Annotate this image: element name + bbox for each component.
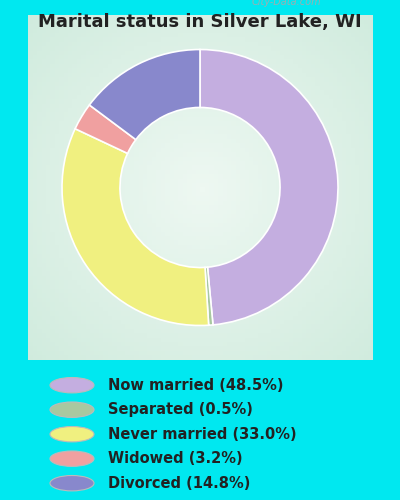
Text: Divorced (14.8%): Divorced (14.8%) — [108, 476, 250, 490]
Circle shape — [50, 402, 94, 417]
Circle shape — [50, 378, 94, 393]
Text: City-Data.com: City-Data.com — [252, 0, 322, 7]
Wedge shape — [75, 105, 136, 154]
Circle shape — [50, 451, 94, 466]
Text: Separated (0.5%): Separated (0.5%) — [108, 402, 253, 417]
Wedge shape — [205, 267, 213, 325]
Text: Never married (33.0%): Never married (33.0%) — [108, 426, 297, 442]
Circle shape — [50, 426, 94, 442]
Wedge shape — [200, 50, 338, 325]
Text: Now married (48.5%): Now married (48.5%) — [108, 378, 284, 392]
Wedge shape — [62, 128, 209, 326]
Text: Widowed (3.2%): Widowed (3.2%) — [108, 451, 243, 466]
Text: Marital status in Silver Lake, WI: Marital status in Silver Lake, WI — [38, 12, 362, 30]
Circle shape — [50, 476, 94, 491]
Wedge shape — [89, 50, 200, 140]
